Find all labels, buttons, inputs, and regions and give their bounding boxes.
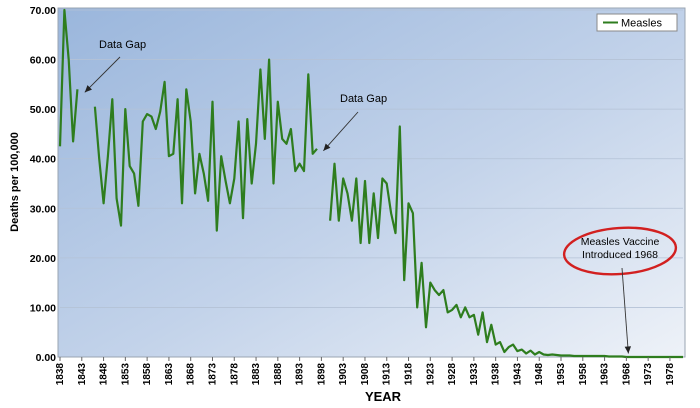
- annotation-arrow: [621, 267, 629, 354]
- x-tick-label: 1938: [491, 363, 502, 386]
- y-tick-label: 10.00: [30, 302, 56, 314]
- x-tick-label: 1978: [665, 363, 676, 386]
- x-tick-label: 1958: [578, 363, 589, 386]
- y-axis-ticks: 0.00 10.00 20.00 30.00 40.00 50.00 60.00 70.00: [30, 5, 56, 364]
- x-tick-label: 1863: [164, 363, 175, 386]
- x-tick-label: 1923: [425, 363, 436, 386]
- y-tick-label: 20.00: [30, 253, 56, 265]
- series-line-measles-segment-1: [58, 8, 79, 147]
- legend-label-measles: Measles: [621, 18, 662, 30]
- x-tick-label: 1943: [512, 363, 523, 386]
- annotation-data-gap-2: Data Gap: [340, 93, 387, 105]
- vaccine-highlight-circle: [562, 226, 678, 276]
- x-tick-label: 1963: [600, 363, 611, 386]
- y-tick-label: 40.00: [30, 154, 56, 166]
- x-tick-label: 1913: [382, 363, 393, 386]
- annotation-data-gap-1: Data Gap: [99, 39, 146, 51]
- x-tick-label: 1908: [360, 363, 371, 386]
- x-tick-label: 1878: [229, 363, 240, 386]
- series-line-measles-segment-3: [329, 125, 683, 359]
- x-tick-label: 1873: [207, 363, 218, 386]
- x-tick-label: 1843: [77, 363, 88, 386]
- x-tick-label: 1853: [120, 363, 131, 386]
- annotation-vaccine-line-2: Introduced 1968: [582, 249, 658, 261]
- x-tick-label: 1918: [404, 363, 415, 386]
- x-tick-label: 1848: [99, 363, 110, 386]
- x-axis-label: YEAR: [365, 389, 402, 403]
- x-tick-label: 1888: [273, 363, 284, 386]
- x-tick-label: 1868: [186, 363, 197, 386]
- y-tick-label: 60.00: [30, 55, 56, 67]
- x-tick-label: 1953: [556, 363, 567, 386]
- x-tick-label: 1838: [55, 363, 66, 386]
- x-tick-label: 1858: [142, 363, 153, 386]
- y-tick-label: 70.00: [30, 5, 56, 17]
- x-tick-label: 1948: [534, 363, 545, 386]
- x-tick-label: 1973: [643, 363, 654, 386]
- x-tick-label: 1903: [338, 363, 349, 386]
- x-tick-label: 1898: [316, 363, 327, 386]
- x-tick-label: 1928: [447, 363, 458, 386]
- plot-area: [57, 7, 686, 358]
- annotations: Data Gap Data Gap Measles VaccineIntroduce…: [84, 39, 678, 354]
- x-tick-label: 1883: [251, 363, 262, 386]
- y-tick-label: 30.00: [30, 203, 56, 215]
- annotation-arrowhead: [624, 346, 632, 354]
- annotation-arrow: [84, 56, 121, 93]
- x-tick-label: 1893: [295, 363, 306, 386]
- series-line-measles-segment-2: [93, 58, 318, 232]
- annotation-vaccine-line-1: Measles Vaccine: [581, 236, 660, 248]
- y-axis-label: Deaths per 100,000: [9, 132, 21, 232]
- annotation-arrowhead: [323, 143, 331, 151]
- x-tick-label: 1933: [469, 363, 480, 386]
- series-layer: [58, 8, 683, 359]
- x-axis-ticks: 1838 1843 1848 1853 1858 1863 1868 1873 1878 1883…: [55, 357, 676, 385]
- y-tick-label: 0.00: [36, 352, 57, 364]
- y-tick-label: 50.00: [30, 104, 56, 116]
- legend: Measles: [596, 13, 678, 32]
- annotation-arrow: [323, 111, 359, 152]
- x-tick-label: 1968: [621, 363, 632, 386]
- annotation-arrowhead: [84, 85, 92, 93]
